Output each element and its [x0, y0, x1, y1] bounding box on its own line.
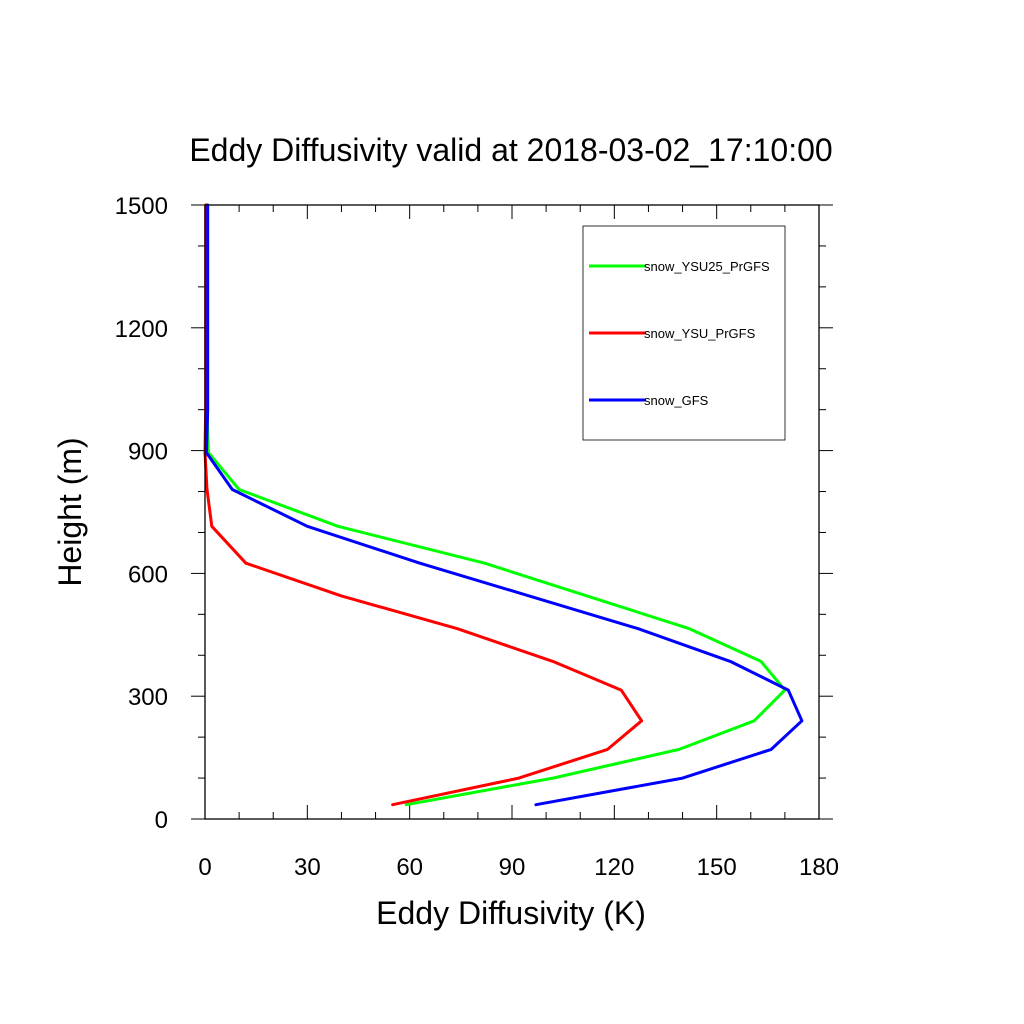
y-tick-label: 600 — [128, 561, 168, 588]
legend-label: snow_YSU_PrGFS — [644, 326, 756, 341]
x-tick-label: 0 — [198, 854, 211, 881]
x-tick-label: 30 — [294, 854, 321, 881]
x-tick-label: 60 — [396, 854, 423, 881]
legend: snow_YSU25_PrGFS snow_YSU_PrGFS snow_GFS — [582, 225, 786, 441]
x-tick-label: 150 — [697, 854, 737, 881]
x-tick-label: 180 — [799, 854, 839, 881]
chart-title: Eddy Diffusivity valid at 2018-03-02_17:… — [189, 132, 832, 168]
series-line-snow_GFS — [204, 203, 804, 807]
plot-frame — [204, 204, 820, 820]
legend-label: snow_YSU25_PrGFS — [644, 259, 770, 274]
x-tick-label: 120 — [594, 854, 634, 881]
y-tick-label: 900 — [128, 439, 168, 466]
x-tick-label: 90 — [499, 854, 526, 881]
y-axis-label: Height (m) — [52, 437, 88, 586]
y-tick-label: 0 — [155, 807, 168, 834]
y-tick-label: 300 — [128, 684, 168, 711]
series-line-snow_YSU_PrGFS — [203, 203, 644, 807]
tick-labels: 0 30 60 90 120 150 180 0 300 600 900 1200 1500 — [115, 193, 839, 881]
y-tick-label: 1500 — [115, 193, 168, 220]
legend-label: snow_GFS — [644, 393, 709, 408]
x-axis-label: Eddy Diffusivity (K) — [376, 895, 646, 931]
y-tick-label: 1200 — [115, 316, 168, 343]
legend-items: snow_YSU25_PrGFS snow_YSU_PrGFS snow_GFS — [589, 259, 770, 408]
